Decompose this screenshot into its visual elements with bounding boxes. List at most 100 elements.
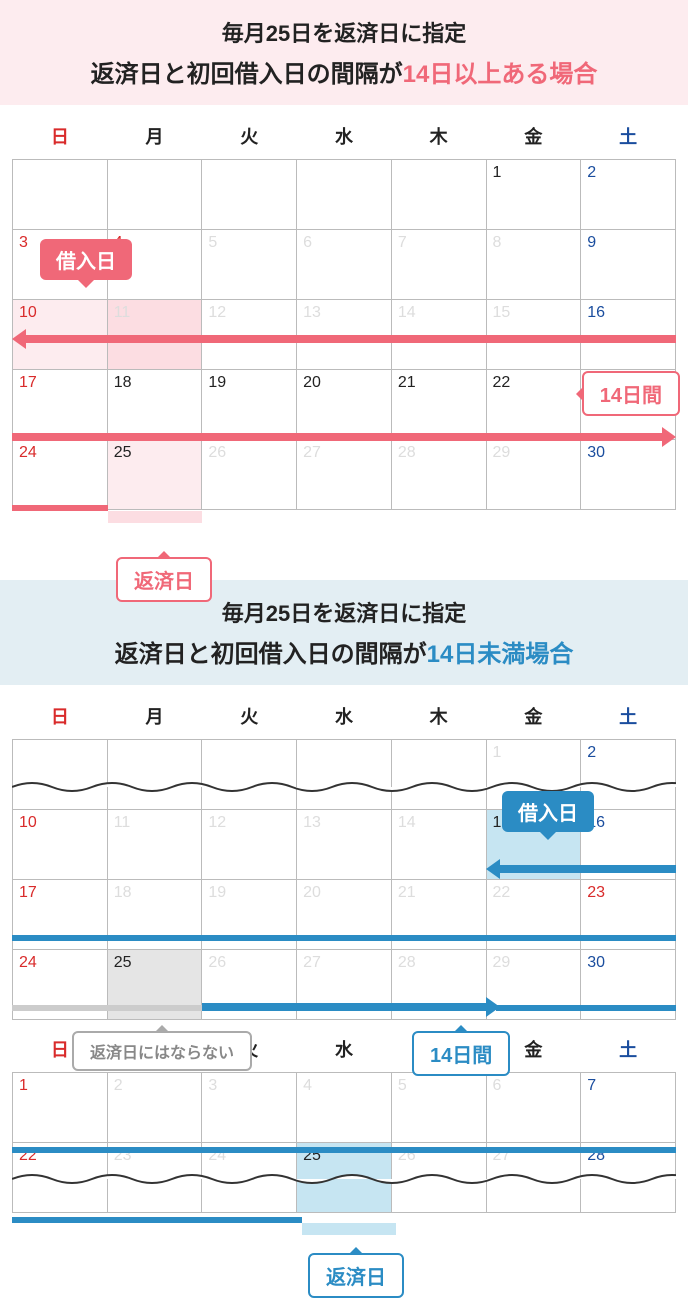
- calendar-cell: 18: [107, 880, 202, 950]
- calendar-cell: 16: [581, 810, 676, 880]
- weekday-header: 火: [202, 1026, 297, 1073]
- calendar-cell: 13: [297, 810, 392, 880]
- calendar-cell: 26: [391, 1143, 486, 1213]
- calendar-cell: 24: [202, 1143, 297, 1213]
- calendar-cell: [107, 740, 202, 810]
- calendar-cell: 7: [391, 230, 486, 300]
- calendar-cell: [13, 740, 108, 810]
- header2-line2: 返済日と初回借入日の間隔が14日未満場合: [20, 634, 668, 669]
- weekday-header: 土: [581, 693, 676, 740]
- calendar-cell: 28: [391, 950, 486, 1020]
- calendar-cell: 25: [107, 950, 202, 1020]
- calendar-cell: [391, 740, 486, 810]
- calendar-cell: 23: [581, 880, 676, 950]
- calendar-cell: 24: [13, 440, 108, 510]
- calendar-cell: 25: [297, 1143, 392, 1213]
- weekday-header: 木: [391, 693, 486, 740]
- weekday-header: 月: [107, 693, 202, 740]
- calendar-cell: 25: [107, 440, 202, 510]
- calendar-cell: 6: [486, 1073, 581, 1143]
- calendar-cell: 18: [107, 370, 202, 440]
- calendar-cell: 12: [202, 810, 297, 880]
- header2-line1: 毎月25日を返済日に指定: [20, 596, 668, 628]
- calendar-cell: 9: [581, 230, 676, 300]
- calendar-cell: 10: [13, 810, 108, 880]
- calendar-cell: 20: [297, 370, 392, 440]
- calendar-cell: 4: [107, 230, 202, 300]
- weekday-header: 金: [486, 113, 581, 160]
- header-blue: 毎月25日を返済日に指定 返済日と初回借入日の間隔が14日未満場合: [0, 580, 688, 685]
- header-pink: 毎月25日を返済日に指定 返済日と初回借入日の間隔が14日以上ある場合: [0, 0, 688, 105]
- weekday-header: 水: [297, 113, 392, 160]
- calendar-cell: 15: [486, 810, 581, 880]
- weekday-header: 月: [107, 113, 202, 160]
- calendar-cell: 4: [297, 1073, 392, 1143]
- calendar-cell: 17: [13, 880, 108, 950]
- repay25-block: [302, 1223, 396, 1235]
- calendar-cell: 27: [297, 950, 392, 1020]
- calendar2b: 日月火水木金土 123456722232425262728: [12, 1026, 676, 1213]
- calendar-cell: 1: [486, 740, 581, 810]
- calendar-cell: 30: [581, 950, 676, 1020]
- calendar-cell: 7: [581, 1073, 676, 1143]
- calendar-cell: 12: [202, 300, 297, 370]
- calendar-cell: 30: [581, 440, 676, 510]
- weekday-header: 日: [13, 1026, 108, 1073]
- calendar-cell: 19: [202, 370, 297, 440]
- section-14days-or-more: 毎月25日を返済日に指定 返済日と初回借入日の間隔が14日以上ある場合 日月火水…: [0, 0, 688, 510]
- calendar-cell: 23: [107, 1143, 202, 1213]
- calendar-cell: 19: [202, 880, 297, 950]
- blue-line-month2-row22: [12, 1217, 302, 1223]
- weekday-header: 日: [13, 113, 108, 160]
- calendar-cell: 1: [486, 160, 581, 230]
- calendar-cell: [13, 160, 108, 230]
- repay-day-callout-blue: 返済日: [308, 1253, 404, 1298]
- calendar-cell: [391, 160, 486, 230]
- calendar-cell: 3: [202, 1073, 297, 1143]
- calendar-cell: 27: [486, 1143, 581, 1213]
- weekday-header: 土: [581, 1026, 676, 1073]
- calendar-cell: [202, 160, 297, 230]
- calendar-cell: 21: [391, 370, 486, 440]
- weekday-header: 火: [202, 113, 297, 160]
- header1-line2: 返済日と初回借入日の間隔が14日以上ある場合: [20, 54, 668, 89]
- calendar-cell: 11: [107, 300, 202, 370]
- calendar-cell: 8: [486, 230, 581, 300]
- calendar-cell: 17: [13, 370, 108, 440]
- weekday-header: 土: [581, 113, 676, 160]
- calendar-cell: 20: [297, 880, 392, 950]
- calendar-cell: 10: [13, 300, 108, 370]
- calendar-cell: 28: [391, 440, 486, 510]
- section-less-than-14days: 毎月25日を返済日に指定 返済日と初回借入日の間隔が14日未満場合 日月火水木金…: [0, 580, 688, 1213]
- calendar-cell: [202, 740, 297, 810]
- calendar2a: 日月火水木金土 12101112131415161718192021222324…: [12, 693, 676, 1020]
- calendar-cell: 29: [486, 440, 581, 510]
- calendar-cell: 28: [581, 1143, 676, 1213]
- weekday-header: 木: [391, 113, 486, 160]
- calendar-cell: 5: [391, 1073, 486, 1143]
- calendar-cell: [297, 740, 392, 810]
- repay-marker-block: [108, 511, 202, 523]
- weekday-header: 金: [486, 1026, 581, 1073]
- calendar-cell: 2: [107, 1073, 202, 1143]
- calendar-cell: [107, 160, 202, 230]
- calendar-cell: 26: [202, 440, 297, 510]
- calendar-cell: 22: [486, 880, 581, 950]
- calendar-cell: 16: [581, 300, 676, 370]
- weekday-header: 火: [202, 693, 297, 740]
- calendar2-wrap: 日月火水木金土 12101112131415161718192021222324…: [0, 693, 688, 1213]
- calendar-cell: 26: [202, 950, 297, 1020]
- calendar-cell: 14: [391, 300, 486, 370]
- calendar-cell: 21: [391, 880, 486, 950]
- weekday-header: 水: [297, 693, 392, 740]
- calendar-cell: 2: [581, 740, 676, 810]
- calendar-cell: 24: [13, 950, 108, 1020]
- calendar-cell: 5: [202, 230, 297, 300]
- calendar-cell: 29: [486, 950, 581, 1020]
- weekday-header: 月: [107, 1026, 202, 1073]
- calendar1-wrap: 日月火水木金土 12345678910111213141516171819202…: [0, 113, 688, 510]
- calendar-cell: 14: [391, 810, 486, 880]
- calendar-cell: 22: [13, 1143, 108, 1213]
- weekday-header: 木: [391, 1026, 486, 1073]
- weekday-header: 金: [486, 693, 581, 740]
